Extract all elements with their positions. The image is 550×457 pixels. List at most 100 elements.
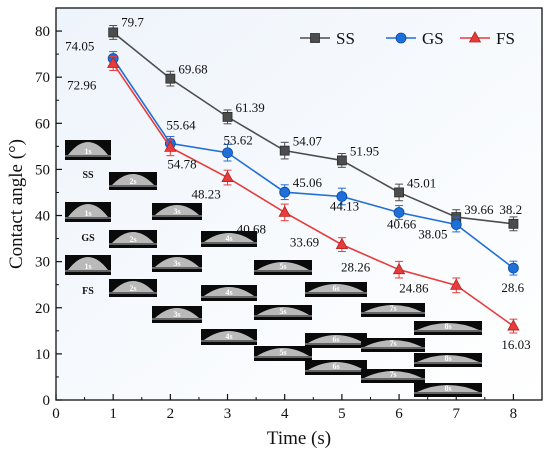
series-gs <box>107 51 519 276</box>
x-tick-label: 6 <box>395 406 403 422</box>
data-label-gs: 45.06 <box>293 175 323 190</box>
legend-label: FS <box>496 29 515 48</box>
droplet-shape <box>364 371 422 378</box>
series-fs-point <box>392 262 406 275</box>
droplet-shape <box>155 257 199 267</box>
droplet-gs-5s: 5s <box>254 305 312 320</box>
data-label-gs: 74.05 <box>65 38 94 53</box>
droplet-time-label: 5s <box>279 348 286 357</box>
y-axis-title: Contact angle (°) <box>6 139 27 269</box>
x-tick-label: 5 <box>338 406 346 422</box>
droplet-time-label: 7s <box>389 370 396 379</box>
droplet-time-label: 8s <box>444 322 451 331</box>
x-tick-label: 2 <box>167 406 175 422</box>
series-fs-point <box>335 237 349 250</box>
series-gs-point <box>393 207 405 218</box>
series-fs-line <box>112 63 514 327</box>
droplet-time-label: 7s <box>389 304 396 313</box>
series-ss-point <box>222 111 233 122</box>
droplet-ss-1s: 1s <box>65 140 111 160</box>
droplet-shape <box>308 284 364 292</box>
droplet-fs-7s: 7s <box>361 369 425 383</box>
legend-marker <box>310 33 320 43</box>
x-tick-label: 4 <box>281 406 289 422</box>
droplet-shape <box>308 362 364 370</box>
droplet-gs-4s: 4s <box>201 285 257 301</box>
droplet-gs-2s: 2s <box>109 230 157 248</box>
data-label-ss: 79.7 <box>121 14 144 29</box>
legend-marker <box>468 31 482 43</box>
data-label-gs: 40.66 <box>387 216 417 231</box>
legend-item-ss: SS <box>300 29 355 48</box>
series-fs-point <box>507 319 520 331</box>
droplet-shape <box>417 355 479 362</box>
x-tick-label: 0 <box>52 406 60 422</box>
droplet-ss-4s: 4s <box>201 231 257 247</box>
droplet-time-label: 3s <box>173 207 180 216</box>
droplet-images: 1s 2s 3s 4s 5s 6s 7s 8s 1s 2s 3s 4s 5s 6s 7s 8s 1s 2s 3s 4s… <box>65 140 482 397</box>
droplet-shape <box>112 281 154 292</box>
droplet-time-label: 6s <box>332 335 339 344</box>
droplet-shape <box>68 204 108 217</box>
droplet-time-label: 7s <box>389 339 396 348</box>
droplet-shape <box>308 335 364 343</box>
droplet-time-label: 5s <box>279 307 286 316</box>
x-tick-label: 1 <box>109 406 117 422</box>
droplet-gs-8s: 8s <box>414 353 482 367</box>
data-label-fs: 24.86 <box>399 280 429 295</box>
x-tick-label: 8 <box>510 406 518 422</box>
droplet-ss-7s: 7s <box>361 303 425 317</box>
legend-item-gs: GS <box>386 29 444 48</box>
data-label-ss: 69.68 <box>178 62 207 77</box>
x-tick-label: 7 <box>452 406 460 422</box>
series-fs <box>106 56 520 334</box>
droplet-shape <box>112 232 154 243</box>
data-label-fs: 16.03 <box>501 337 530 352</box>
droplet-shape <box>204 233 254 242</box>
data-label-fs: 72.96 <box>67 78 97 93</box>
droplet-shape <box>155 205 199 215</box>
series-fs-point <box>164 140 177 152</box>
droplet-fs-4s: 4s <box>201 329 257 345</box>
data-label-ss: 38.2 <box>499 202 522 217</box>
row-label-gs: GS <box>81 233 95 244</box>
legend-label: SS <box>336 29 355 48</box>
droplet-time-label: 2s <box>129 284 136 293</box>
series-fs-point <box>278 205 291 217</box>
droplet-shape <box>68 142 108 155</box>
droplet-shape <box>257 348 309 356</box>
droplet-time-label: 2s <box>129 235 136 244</box>
series-gs-point <box>279 186 291 198</box>
data-label-ss: 54.07 <box>293 134 323 149</box>
y-tick-label: 20 <box>35 301 50 317</box>
droplet-gs-3s: 3s <box>152 255 202 272</box>
row-label-fs: FS <box>82 286 94 297</box>
droplet-time-label: 2s <box>129 177 136 186</box>
droplet-time-label: 1s <box>84 262 91 271</box>
droplet-time-label: 4s <box>225 288 232 297</box>
series-fs-point <box>106 56 120 68</box>
data-label-gs: 55.64 <box>166 117 196 132</box>
droplet-fs-2s: 2s <box>109 279 157 297</box>
series-gs-point <box>222 147 233 159</box>
y-tick-label: 30 <box>35 255 50 271</box>
data-label-ss: 45.01 <box>407 175 436 190</box>
series-gs-line <box>112 58 514 269</box>
y-tick-label: 50 <box>35 162 50 178</box>
droplet-time-label: 1s <box>84 147 91 156</box>
series-ss-point <box>165 73 176 84</box>
series-ss-point <box>108 27 119 38</box>
series-ss-point <box>508 218 519 229</box>
series-ss-point <box>336 155 347 166</box>
data-label-ss: 39.66 <box>464 202 494 217</box>
y-tick-label: 10 <box>35 347 50 363</box>
droplet-ss-3s: 3s <box>152 203 202 220</box>
data-label-fs: 33.69 <box>290 235 319 250</box>
series-ss-point <box>279 145 290 156</box>
legend-marker <box>395 32 407 44</box>
plot-frame <box>55 7 543 401</box>
data-label-fs: 40.68 <box>237 221 266 236</box>
series-gs-point <box>508 262 519 274</box>
droplet-ss-6s: 6s <box>305 282 367 297</box>
series <box>106 25 520 334</box>
